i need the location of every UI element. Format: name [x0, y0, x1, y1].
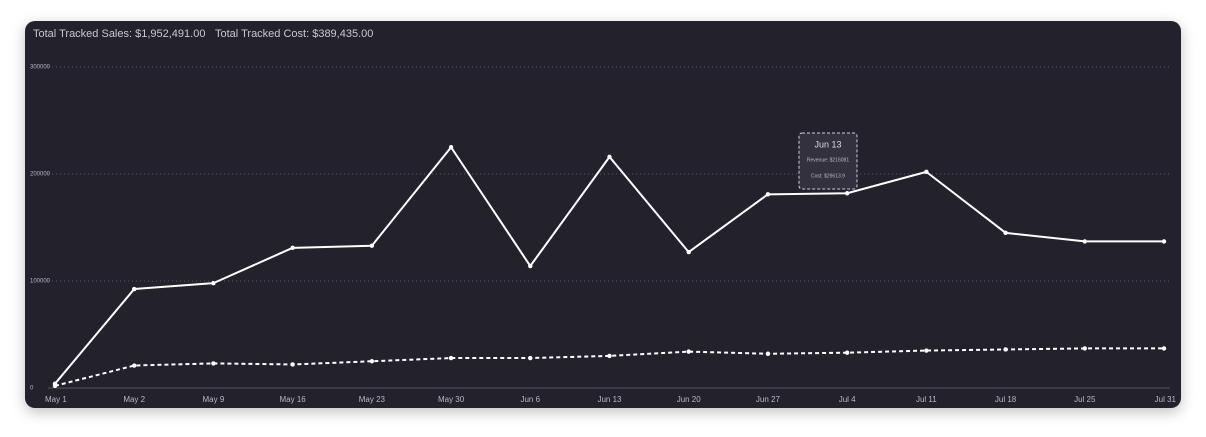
point — [1161, 346, 1167, 351]
x-tick-label: May 23 — [359, 395, 386, 404]
point — [924, 348, 929, 353]
y-tick-label: 200000 — [30, 172, 51, 178]
x-tick-label: May 2 — [123, 395, 145, 404]
x-tick-label: May 30 — [438, 395, 465, 404]
point — [448, 355, 454, 361]
point — [1003, 230, 1008, 236]
series-line — [54, 146, 1164, 385]
x-tick-label: May 16 — [280, 395, 307, 404]
x-tick-label: May 1 — [45, 395, 67, 404]
x-tick-label: Jun 6 — [520, 395, 540, 404]
point — [448, 145, 454, 150]
point — [1003, 347, 1008, 352]
x-tick-label: Jun 13 — [597, 395, 622, 404]
total-cost: Total Tracked Cost: $389,435.00 — [215, 28, 373, 40]
point — [765, 351, 771, 356]
point — [607, 353, 612, 359]
x-tick-label: Jun 27 — [756, 395, 781, 404]
point — [211, 361, 216, 366]
x-tick-label: Jul 25 — [1074, 395, 1096, 404]
point — [1082, 239, 1087, 244]
point — [290, 245, 295, 251]
tooltip-line: Cost: $29613.9 — [811, 173, 845, 179]
point — [132, 286, 137, 292]
point — [290, 362, 295, 367]
y-tick-label: 100000 — [30, 279, 51, 285]
x-tick-label: May 9 — [203, 395, 225, 404]
point — [607, 154, 612, 160]
point — [132, 363, 137, 368]
tooltip-title: Jun 13 — [814, 139, 841, 149]
point — [528, 355, 533, 361]
tooltip-box — [798, 132, 858, 190]
point — [1161, 239, 1167, 244]
y-tick-label: 300000 — [30, 65, 51, 71]
point — [924, 169, 929, 175]
point — [528, 263, 533, 269]
point — [369, 359, 375, 364]
point — [765, 192, 771, 197]
chart-card — [25, 21, 1181, 408]
total-sales: Total Tracked Sales: $1,952,491.00 — [33, 28, 205, 40]
x-tick-label: Jul 18 — [995, 395, 1017, 404]
point — [686, 249, 691, 255]
point — [52, 383, 58, 389]
x-tick-label: Jul 11 — [916, 395, 937, 404]
point — [1082, 346, 1087, 351]
point — [211, 280, 216, 286]
x-tick-label: Jul 31 — [1155, 395, 1177, 404]
point — [844, 191, 850, 196]
x-tick-label: Jul 4 — [839, 395, 856, 404]
y-tick-label: 0 — [30, 386, 34, 392]
x-tick-label: Jun 20 — [677, 395, 702, 404]
series-line — [54, 347, 1164, 387]
point — [686, 349, 691, 354]
tooltip: Jun 13 Revenue: $216081 Cost: $29613.9 — [798, 132, 858, 190]
point — [844, 350, 850, 355]
point — [369, 243, 375, 248]
tooltip-line: Revenue: $216081 — [807, 157, 849, 163]
